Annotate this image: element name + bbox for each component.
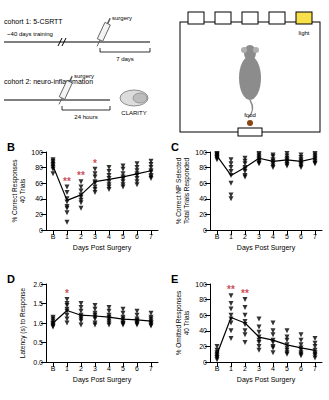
svg-text:24 hours: 24 hours <box>74 114 97 120</box>
svg-text:surgery: surgery <box>112 15 132 21</box>
svg-text:5: 5 <box>121 365 125 372</box>
svg-text:7 days: 7 days <box>116 56 134 62</box>
svg-text:2: 2 <box>243 365 247 372</box>
svg-text:% Correct Responses: % Correct Responses <box>11 159 19 223</box>
svg-text:5: 5 <box>285 365 289 372</box>
svg-text:**: ** <box>63 176 71 187</box>
svg-text:1: 1 <box>229 233 233 240</box>
svg-text:C: C <box>171 141 179 153</box>
svg-text:6: 6 <box>299 365 303 372</box>
svg-text:6: 6 <box>135 365 139 372</box>
svg-text:Total Trials Responded: Total Trials Responded <box>183 158 191 225</box>
svg-text:2: 2 <box>79 365 83 372</box>
svg-text:light: light <box>298 30 309 36</box>
svg-text:40: 40 <box>199 327 207 334</box>
svg-text:20: 20 <box>199 211 207 218</box>
svg-text:0.0: 0.0 <box>33 359 43 366</box>
svg-text:1.0: 1.0 <box>33 320 43 327</box>
svg-text:D: D <box>7 273 15 285</box>
svg-text:Latency (s) to Response: Latency (s) to Response <box>19 287 27 358</box>
svg-text:40: 40 <box>35 195 43 202</box>
svg-text:E: E <box>171 273 178 285</box>
svg-text:3: 3 <box>93 233 97 240</box>
svg-text:**: ** <box>227 284 235 295</box>
svg-text:3: 3 <box>257 233 261 240</box>
svg-text:100: 100 <box>195 149 207 156</box>
svg-text:5: 5 <box>285 233 289 240</box>
svg-text:2: 2 <box>243 233 247 240</box>
svg-text:2: 2 <box>79 233 83 240</box>
svg-text:6: 6 <box>135 233 139 240</box>
svg-text:60: 60 <box>199 312 207 319</box>
svg-text:80: 80 <box>199 164 207 171</box>
svg-text:cohort 2: neuro-inflammation: cohort 2: neuro-inflammation <box>4 78 93 85</box>
svg-text:B: B <box>51 233 56 240</box>
svg-text:**: ** <box>77 170 85 181</box>
svg-text:7: 7 <box>149 365 153 372</box>
svg-text:6: 6 <box>299 233 303 240</box>
svg-text:1: 1 <box>65 365 69 372</box>
svg-text:40 Trials: 40 Trials <box>19 178 26 203</box>
svg-text:*: * <box>93 158 97 169</box>
svg-text:~40 days training: ~40 days training <box>7 31 53 37</box>
svg-text:80: 80 <box>35 164 43 171</box>
svg-text:CLARITY: CLARITY <box>121 110 146 116</box>
svg-text:1.5: 1.5 <box>33 300 43 307</box>
svg-text:20: 20 <box>199 343 207 350</box>
svg-text:surgery: surgery <box>74 73 94 79</box>
svg-text:1: 1 <box>65 233 69 240</box>
svg-text:0: 0 <box>39 227 43 234</box>
svg-text:B: B <box>215 233 220 240</box>
svg-text:7: 7 <box>313 365 317 372</box>
svg-text:B: B <box>7 141 15 153</box>
svg-text:0: 0 <box>203 359 207 366</box>
svg-text:4: 4 <box>271 233 275 240</box>
svg-text:3: 3 <box>93 365 97 372</box>
svg-text:cohort 1: 5-CSRTT: cohort 1: 5-CSRTT <box>4 18 63 25</box>
svg-text:0.5: 0.5 <box>33 339 43 346</box>
svg-text:B: B <box>51 365 56 372</box>
svg-text:0: 0 <box>203 227 207 234</box>
svg-text:3: 3 <box>257 365 261 372</box>
svg-text:7: 7 <box>149 233 153 240</box>
svg-text:40 Trials: 40 Trials <box>183 310 190 335</box>
svg-text:Days Post Surgery: Days Post Surgery <box>237 244 296 252</box>
svg-text:B: B <box>215 365 220 372</box>
svg-text:60: 60 <box>199 180 207 187</box>
svg-text:1: 1 <box>229 365 233 372</box>
svg-text:**: ** <box>241 288 249 299</box>
svg-text:4: 4 <box>271 365 275 372</box>
svg-text:80: 80 <box>199 296 207 303</box>
svg-text:100: 100 <box>31 149 43 156</box>
svg-text:4: 4 <box>107 365 111 372</box>
svg-text:60: 60 <box>35 180 43 187</box>
svg-text:% Correct NP Selected: % Correct NP Selected <box>175 157 182 224</box>
svg-text:Days Post Surgery: Days Post Surgery <box>237 376 296 384</box>
svg-text:40: 40 <box>199 195 207 202</box>
svg-text:*: * <box>65 288 69 299</box>
svg-text:% Omitted Responses: % Omitted Responses <box>175 290 183 355</box>
svg-text:food: food <box>244 112 256 118</box>
svg-text:100: 100 <box>195 281 207 288</box>
svg-text:4: 4 <box>107 233 111 240</box>
svg-text:20: 20 <box>35 211 43 218</box>
svg-text:Days Post Surgery: Days Post Surgery <box>73 376 132 384</box>
svg-text:2.0: 2.0 <box>33 281 43 288</box>
svg-text:5: 5 <box>121 233 125 240</box>
svg-text:Days Post Surgery: Days Post Surgery <box>73 244 132 252</box>
svg-text:7: 7 <box>313 233 317 240</box>
